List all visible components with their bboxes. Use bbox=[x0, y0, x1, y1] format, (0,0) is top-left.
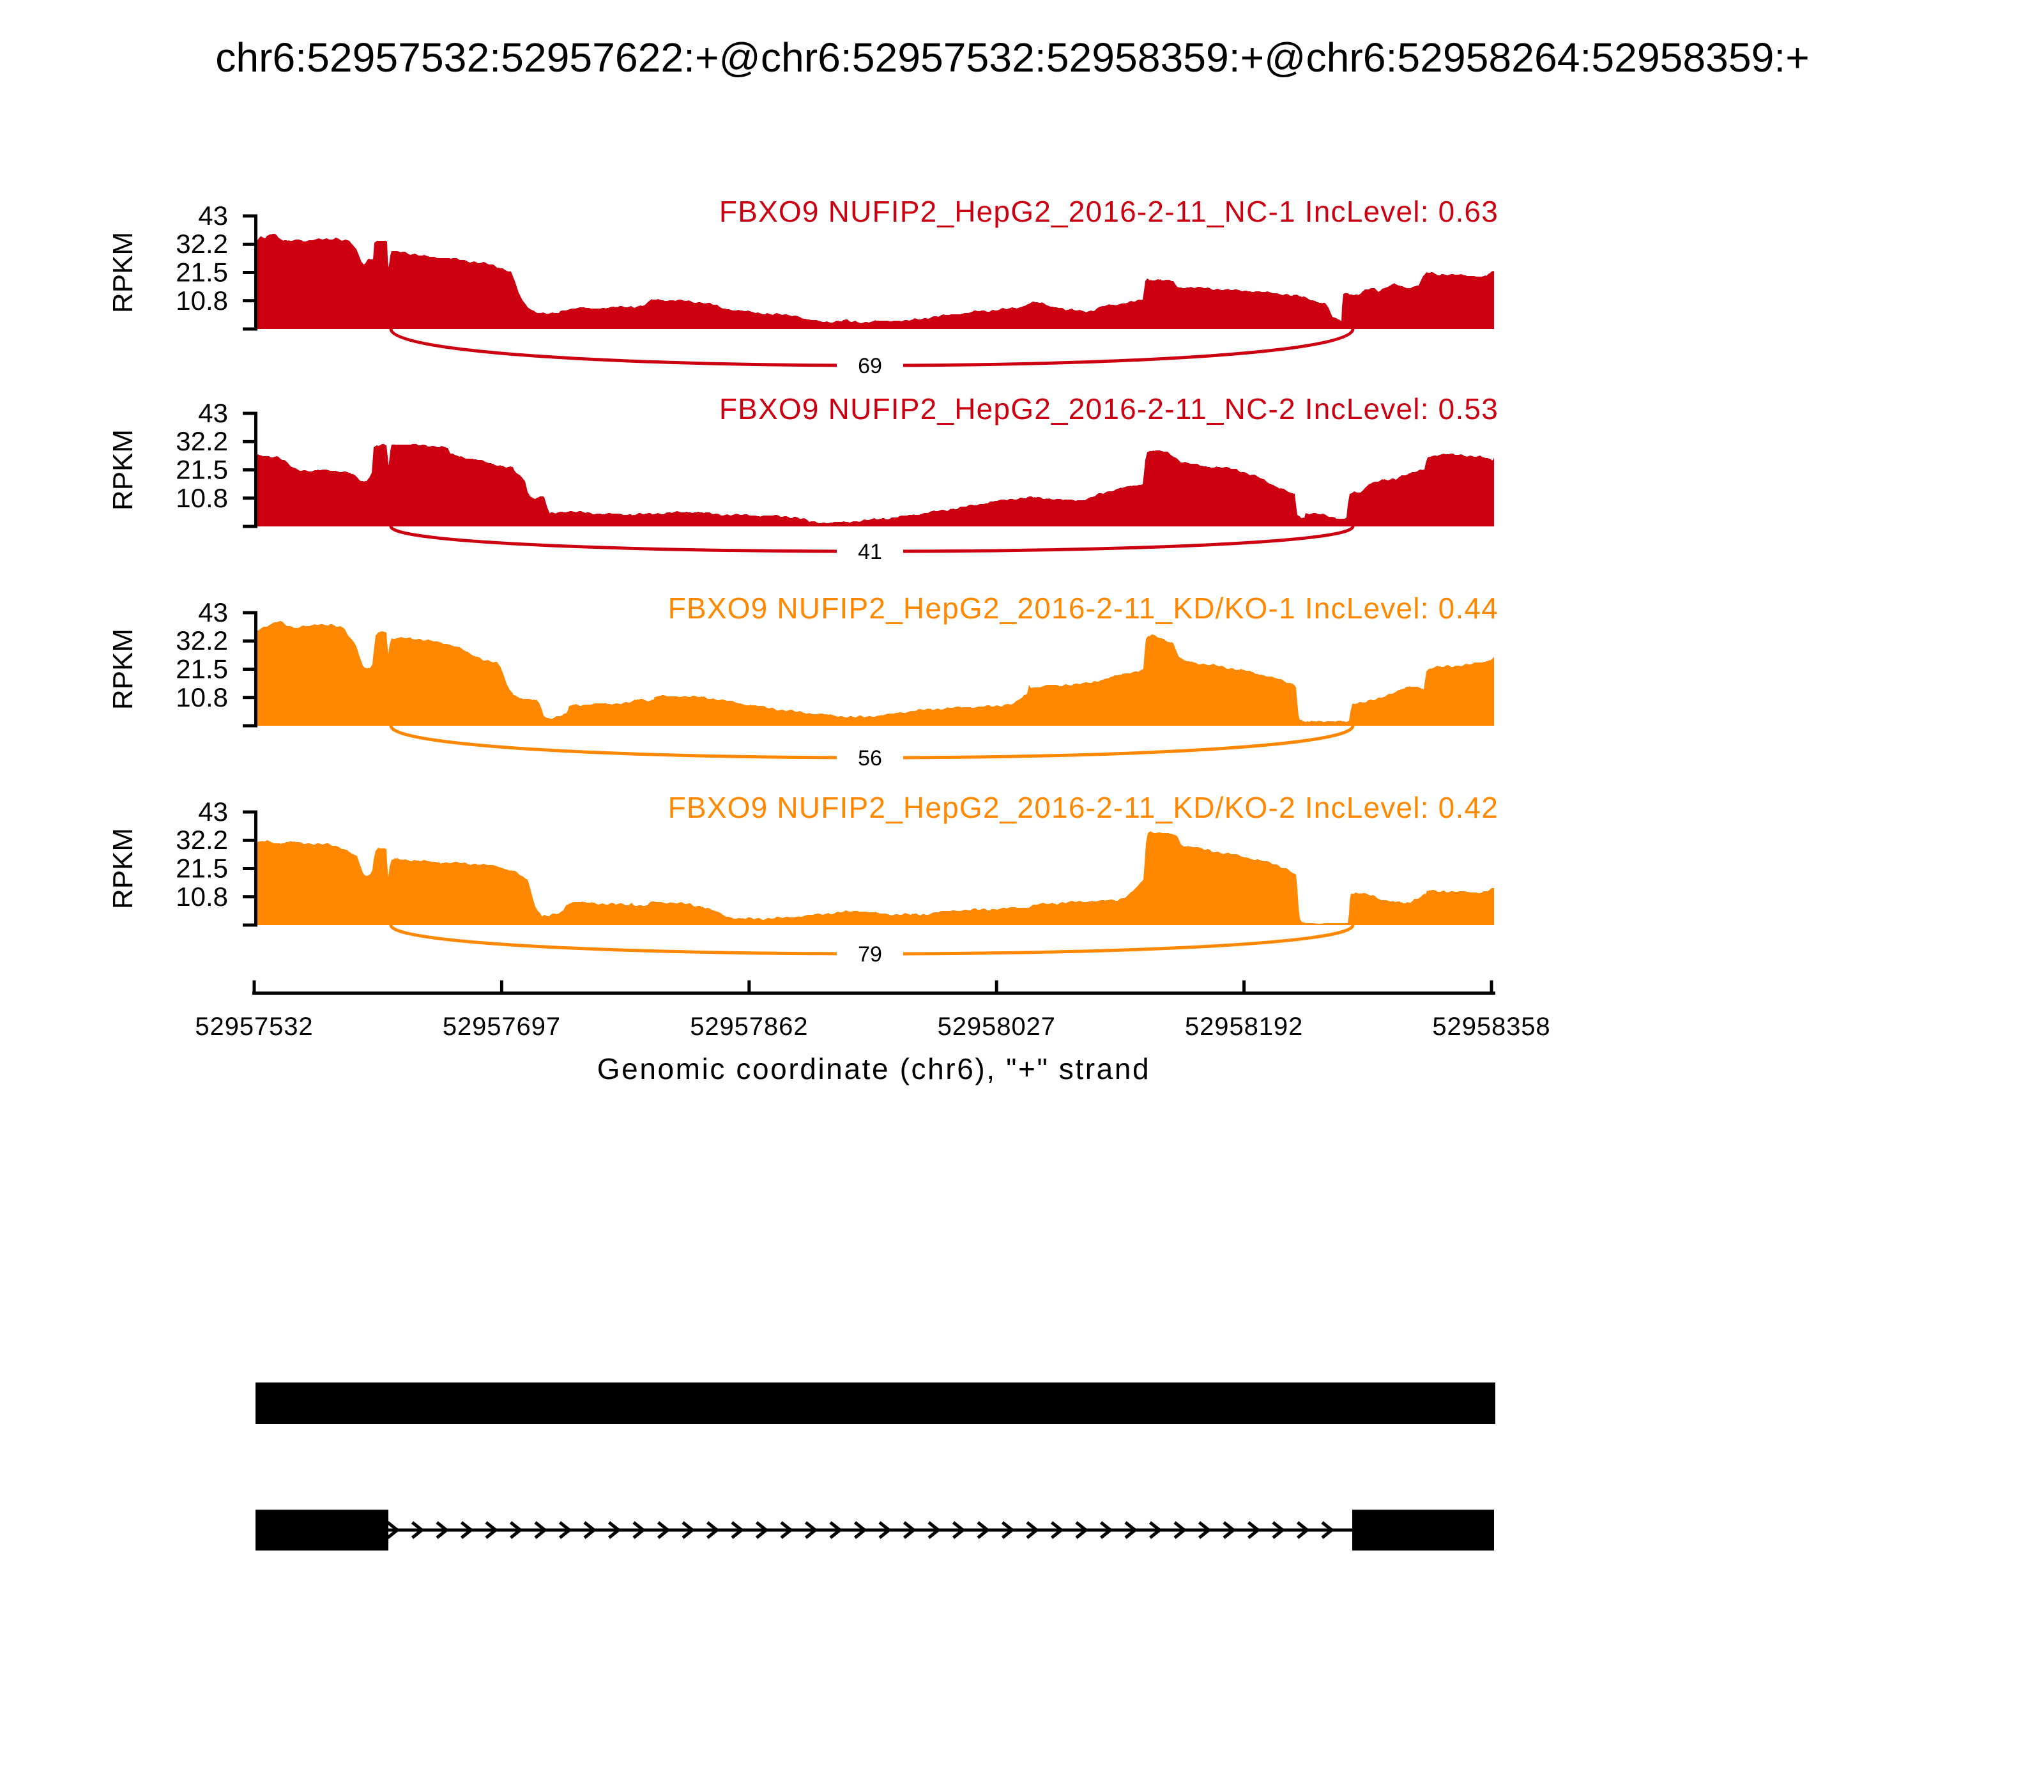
svg-text:21.5: 21.5 bbox=[176, 455, 228, 485]
svg-text:Genomic coordinate (chr6), "+": Genomic coordinate (chr6), "+" strand bbox=[597, 1052, 1150, 1085]
svg-text:21.5: 21.5 bbox=[176, 854, 228, 884]
svg-text:32.2: 32.2 bbox=[176, 625, 228, 655]
svg-text:chr6:52957532:52957622:+@chr6:: chr6:52957532:52957622:+@chr6:52957532:5… bbox=[215, 34, 1810, 80]
svg-text:52957532: 52957532 bbox=[195, 1013, 313, 1041]
svg-text:FBXO9 NUFIP2_HepG2_2016-2-11_K: FBXO9 NUFIP2_HepG2_2016-2-11_KD/KO-1 Inc… bbox=[668, 592, 1499, 625]
svg-text:FBXO9 NUFIP2_HepG2_2016-2-11_N: FBXO9 NUFIP2_HepG2_2016-2-11_NC-2 IncLev… bbox=[719, 392, 1499, 425]
svg-text:32.2: 32.2 bbox=[176, 825, 228, 855]
svg-text:RPKM: RPKM bbox=[107, 232, 139, 313]
svg-text:43: 43 bbox=[198, 597, 228, 627]
svg-text:43: 43 bbox=[198, 201, 228, 231]
svg-text:52958358: 52958358 bbox=[1432, 1013, 1550, 1041]
svg-text:21.5: 21.5 bbox=[176, 257, 228, 287]
svg-text:FBXO9 NUFIP2_HepG2_2016-2-11_N: FBXO9 NUFIP2_HepG2_2016-2-11_NC-1 IncLev… bbox=[719, 195, 1499, 228]
svg-text:10.8: 10.8 bbox=[176, 286, 228, 316]
svg-text:32.2: 32.2 bbox=[176, 229, 228, 259]
svg-text:10.8: 10.8 bbox=[176, 882, 228, 912]
svg-text:52958027: 52958027 bbox=[938, 1013, 1056, 1041]
svg-text:69: 69 bbox=[858, 354, 882, 378]
svg-text:56: 56 bbox=[858, 746, 882, 770]
svg-text:52957697: 52957697 bbox=[443, 1013, 561, 1041]
svg-text:10.8: 10.8 bbox=[176, 483, 228, 513]
svg-text:RPKM: RPKM bbox=[107, 629, 139, 710]
svg-text:FBXO9 NUFIP2_HepG2_2016-2-11_K: FBXO9 NUFIP2_HepG2_2016-2-11_KD/KO-2 Inc… bbox=[668, 791, 1499, 824]
svg-text:RPKM: RPKM bbox=[107, 429, 139, 510]
svg-text:41: 41 bbox=[858, 540, 882, 564]
svg-text:32.2: 32.2 bbox=[176, 426, 228, 456]
svg-text:43: 43 bbox=[198, 398, 228, 428]
svg-text:10.8: 10.8 bbox=[176, 682, 228, 712]
svg-text:52957862: 52957862 bbox=[690, 1013, 808, 1041]
svg-text:21.5: 21.5 bbox=[176, 654, 228, 684]
svg-text:RPKM: RPKM bbox=[107, 828, 139, 909]
svg-text:79: 79 bbox=[858, 942, 882, 967]
svg-text:52958192: 52958192 bbox=[1185, 1013, 1303, 1041]
svg-text:43: 43 bbox=[198, 797, 228, 827]
